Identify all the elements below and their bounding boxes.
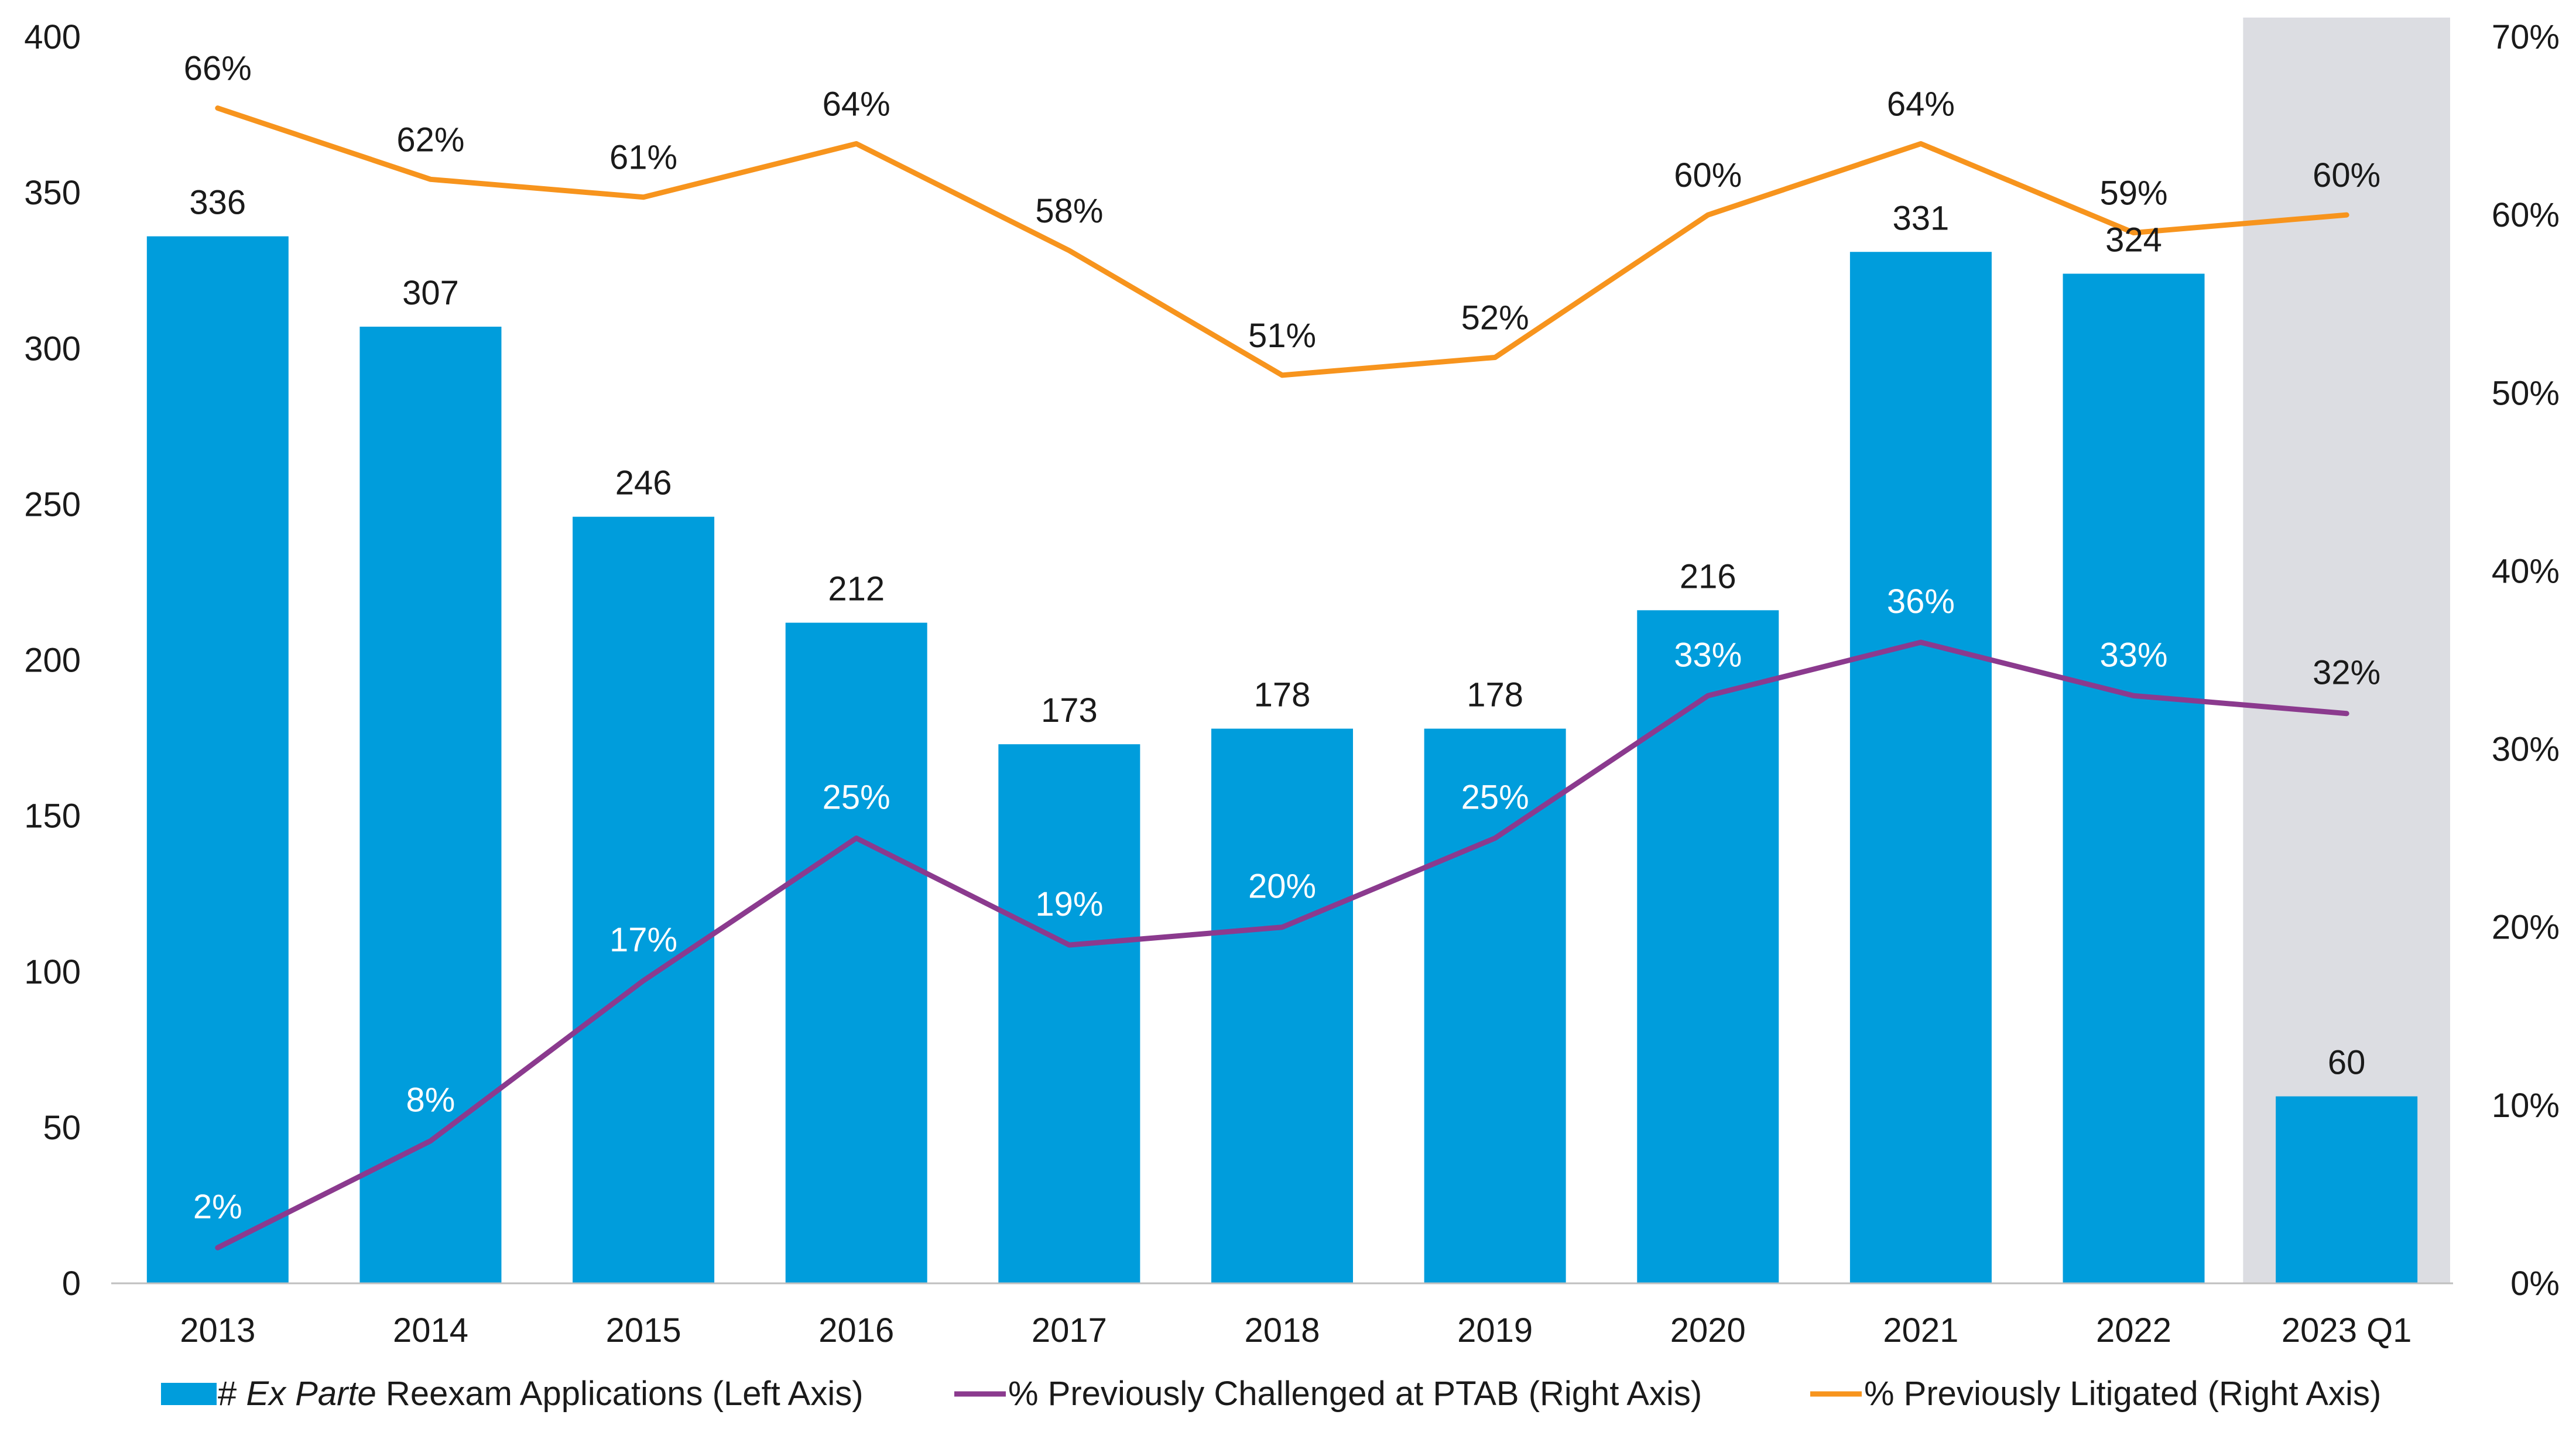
bar [2276,1097,2417,1283]
bar [786,623,927,1283]
bar-value-label: 178 [1467,676,1523,714]
x-tick-label: 2014 [393,1311,468,1349]
y-left-tick-label: 100 [24,953,81,991]
bar [573,517,714,1283]
litigated-value-label: 64% [1887,85,1955,123]
ptab-value-label: 2% [193,1188,242,1226]
highlight-region [2243,18,2450,1283]
left-axis: 0 50 100 150 200 250 300 350 400 [24,18,81,1303]
legend-label-litigated: % Previously Litigated (Right Axis) [1864,1375,2381,1413]
litigated-value-label: 59% [2099,174,2167,213]
ptab-value-label: 8% [406,1081,455,1119]
y-right-tick-label: 10% [2492,1087,2560,1125]
litigated-value-label: 66% [184,50,252,88]
highlight-band [2243,18,2450,1283]
y-right-tick-label: 30% [2492,731,2560,769]
litigated-value-label: 60% [1674,156,1742,194]
ptab-value-label: 36% [1887,583,1955,621]
right-axis: 0% 10% 20% 30% 40% 50% 60% 70% [2492,18,2560,1303]
y-right-tick-label: 50% [2492,374,2560,412]
y-left-tick-label: 50 [43,1109,81,1147]
bar [1637,610,1779,1283]
y-left-tick-label: 350 [24,174,81,212]
x-tick-label: 2015 [606,1311,681,1349]
y-left-tick-label: 0 [62,1265,81,1303]
legend-label-ptab: % Previously Challenged at PTAB (Right A… [1008,1375,1702,1413]
bar [1850,252,1992,1283]
litigated-value-label: 61% [609,139,677,177]
litigated-value-label: 51% [1248,317,1316,355]
y-right-tick-label: 0% [2510,1265,2560,1303]
x-tick-label: 2013 [180,1311,255,1349]
legend-label-reexam-suffix: Reexam Applications (Left Axis) [376,1375,864,1413]
x-tick-label: 2019 [1457,1311,1533,1349]
bar-value-label: 212 [828,570,885,608]
y-left-tick-label: 400 [24,18,81,56]
y-right-tick-label: 20% [2492,909,2560,947]
bar [2063,274,2205,1283]
y-left-tick-label: 300 [24,330,81,368]
legend-swatch-reexam [161,1383,217,1405]
ptab-value-label: 33% [2099,636,2167,674]
bar-value-label: 331 [1893,199,1950,237]
legend-label-reexam-prefix: # [218,1375,246,1413]
ptab-value-label: 19% [1035,885,1103,923]
bar-value-label: 178 [1254,676,1311,714]
ptab-value-label: 25% [823,779,890,817]
bar-value-label: 307 [402,274,459,312]
legend: # Ex Parte Reexam Applications (Left Axi… [161,1375,2381,1413]
x-tick-label: 2020 [1670,1311,1746,1349]
x-tick-label: 2017 [1032,1311,1107,1349]
y-right-tick-label: 40% [2492,552,2560,590]
litigated-value-label: 62% [396,121,464,159]
legend-label-reexam: # Ex Parte Reexam Applications (Left Axi… [218,1375,864,1413]
bar-value-label: 60 [2328,1044,2366,1082]
bar [998,744,1140,1283]
y-left-tick-label: 250 [24,485,81,523]
litigated-value-label: 58% [1035,192,1103,230]
bar [1211,729,1353,1283]
ptab-value-label: 25% [1461,779,1529,817]
litigated-value-label: 64% [823,85,890,123]
x-tick-label: 2018 [1244,1311,1320,1349]
ptab-value-label: 33% [1674,636,1742,674]
bar-value-label: 216 [1680,557,1736,595]
bar-value-label: 246 [615,464,672,502]
y-right-tick-label: 70% [2492,18,2560,56]
bar-series [147,237,2417,1283]
x-tick-label: 2021 [1883,1311,1958,1349]
ptab-value-label: 32% [2313,654,2380,692]
x-axis: 2013 2014 2015 2016 2017 2018 2019 2020 2021 2022… [180,1311,2411,1349]
y-left-tick-label: 150 [24,797,81,835]
x-tick-label: 2016 [818,1311,894,1349]
x-tick-label: 2022 [2096,1311,2171,1349]
litigated-value-label: 60% [2313,156,2380,194]
litigated-value-label: 52% [1461,299,1529,337]
y-left-tick-label: 200 [24,642,81,680]
ptab-value-label: 17% [609,921,677,959]
bar [147,237,289,1283]
bar-value-label: 324 [2105,221,2162,259]
x-tick-label: 2023 Q1 [2282,1311,2412,1349]
bar-value-label: 336 [189,184,246,222]
legend-label-reexam-italic: Ex Parte [246,1375,376,1413]
y-right-tick-label: 60% [2492,196,2560,234]
bar-value-label: 173 [1041,691,1098,729]
ptab-value-label: 20% [1248,868,1316,906]
